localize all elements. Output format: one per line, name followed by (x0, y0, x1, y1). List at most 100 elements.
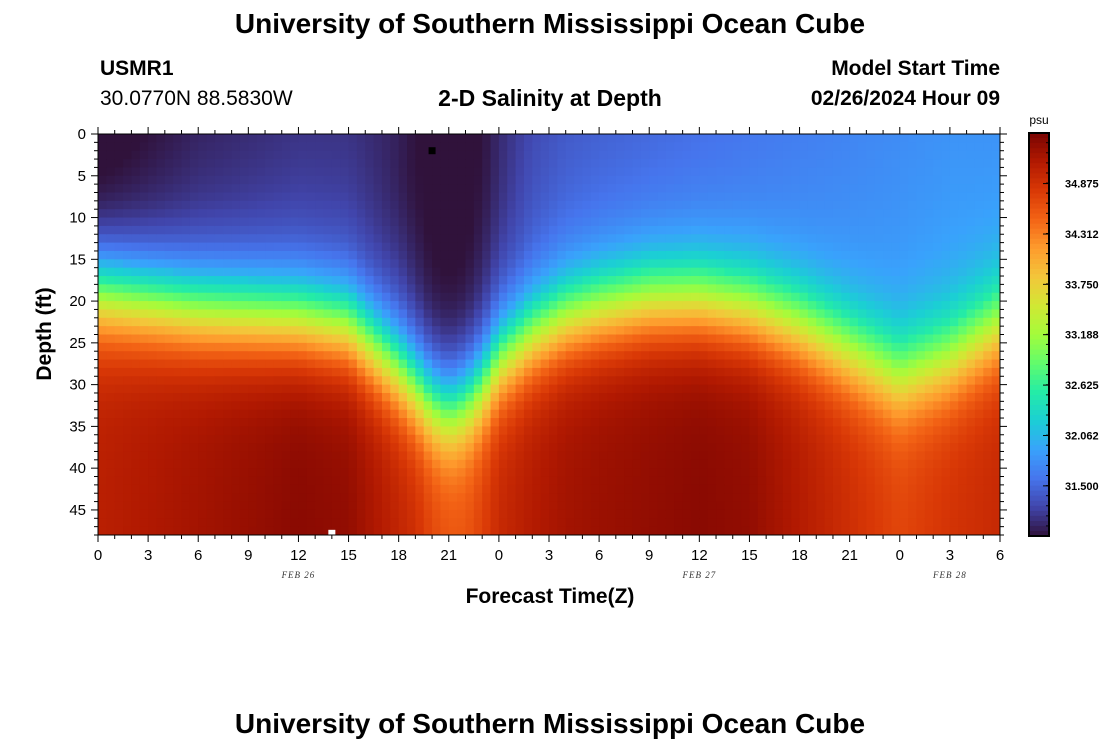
heatmap-cell (949, 309, 959, 319)
heatmap-cell (457, 434, 467, 444)
heatmap-cell (699, 292, 709, 302)
heatmap-cell (498, 334, 508, 344)
heatmap-cell (782, 367, 792, 377)
heatmap-cell (741, 468, 751, 478)
heatmap-cell (482, 509, 492, 519)
heatmap-cell (799, 200, 809, 210)
heatmap-cell (941, 326, 951, 336)
heatmap-cell (248, 192, 258, 202)
heatmap-cell (640, 292, 650, 302)
heatmap-cell (156, 459, 166, 469)
heatmap-cell (515, 334, 525, 344)
heatmap-cell (473, 392, 483, 402)
heatmap-cell (707, 351, 717, 361)
heatmap-cell (515, 134, 525, 143)
heatmap-cell (432, 217, 442, 227)
heatmap-cell (390, 401, 400, 411)
heatmap-cell (807, 134, 817, 143)
heatmap-cell (582, 142, 592, 152)
heatmap-cell (198, 292, 208, 302)
heatmap-cell (440, 384, 450, 394)
heatmap-cell (114, 443, 124, 453)
heatmap-cell (741, 451, 751, 461)
heatmap-cell (766, 159, 776, 169)
heatmap-cell (924, 200, 934, 210)
heatmap-cell (866, 401, 876, 411)
heatmap-cell (398, 259, 408, 269)
heatmap-cell (741, 301, 751, 311)
heatmap-cell (599, 359, 609, 369)
heatmap-cell (841, 351, 851, 361)
heatmap-cell (841, 276, 851, 285)
heatmap-cell (674, 342, 684, 352)
heatmap-cell (807, 509, 817, 519)
heatmap-cell (599, 209, 609, 219)
heatmap-cell (858, 451, 867, 461)
heatmap-cell (624, 317, 634, 327)
heatmap-cell (98, 409, 107, 419)
heatmap-cell (958, 401, 968, 411)
heatmap-cell (908, 217, 918, 227)
heatmap-cell (949, 267, 959, 277)
heatmap-cell (198, 150, 208, 160)
heatmap-cell (941, 192, 951, 202)
heatmap-cell (440, 276, 450, 285)
heatmap-cell (189, 142, 199, 152)
heatmap-cell (365, 276, 375, 285)
heatmap-cell (799, 401, 809, 411)
heatmap-cell (732, 493, 742, 503)
heatmap-cell (599, 234, 609, 244)
heatmap-cell (164, 217, 174, 227)
heatmap-cell (114, 217, 124, 227)
heatmap-cell (281, 409, 291, 419)
heatmap-cell (440, 217, 450, 227)
heatmap-cell (290, 159, 300, 169)
heatmap-cell (214, 509, 224, 519)
heatmap-cell (381, 150, 391, 160)
heatmap-cell (340, 234, 350, 244)
heatmap-cell (858, 276, 867, 285)
heatmap-cell (390, 326, 400, 336)
heatmap-cell (323, 509, 333, 519)
heatmap-cell (874, 159, 884, 169)
heatmap-cell (306, 175, 316, 185)
heatmap-cell (774, 234, 784, 244)
heatmap-cell (131, 434, 141, 444)
heatmap-cell (549, 301, 558, 311)
heatmap-cell (632, 392, 642, 402)
heatmap-cell (649, 384, 659, 394)
heatmap-cell (607, 209, 617, 219)
heatmap-cell (632, 493, 642, 503)
heatmap-cell (640, 175, 650, 185)
heatmap-cell (766, 426, 776, 436)
heatmap-cell (799, 434, 809, 444)
heatmap-cell (490, 409, 500, 419)
heatmap-cell (164, 376, 174, 386)
heatmap-cell (866, 217, 876, 227)
heatmap-cell (732, 401, 742, 411)
heatmap-cell (774, 276, 784, 285)
heatmap-cell (649, 484, 659, 494)
heatmap-cell (858, 284, 867, 294)
heatmap-cell (256, 175, 266, 185)
heatmap-cell (448, 468, 458, 478)
heatmap-cell (356, 409, 366, 419)
heatmap-cell (682, 150, 692, 160)
heatmap-cell (131, 309, 141, 319)
heatmap-cell (398, 459, 408, 469)
heatmap-cell (674, 142, 684, 152)
heatmap-cell (223, 242, 233, 252)
heatmap-cell (381, 175, 391, 185)
heatmap-cell (699, 234, 709, 244)
heatmap-cell (231, 225, 241, 235)
heatmap-cell (315, 443, 325, 453)
heatmap-cell (682, 484, 692, 494)
heatmap-cell (298, 292, 308, 302)
heatmap-cell (557, 384, 567, 394)
heatmap-cell (799, 309, 809, 319)
heatmap-cell (131, 267, 141, 277)
heatmap-cell (791, 359, 801, 369)
heatmap-cell (832, 209, 842, 219)
heatmap-cell (549, 309, 558, 319)
heatmap-cell (498, 359, 508, 369)
